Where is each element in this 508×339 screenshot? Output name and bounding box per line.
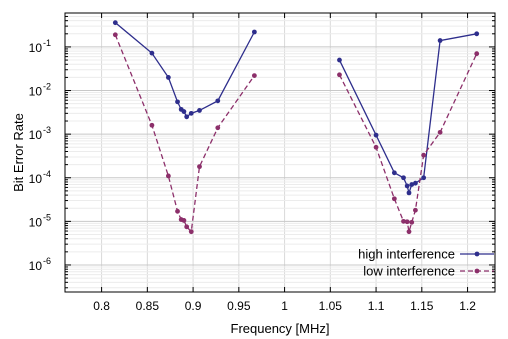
plot-frame xyxy=(64,12,496,293)
legend-item: low interference xyxy=(363,264,494,279)
data-point xyxy=(401,218,406,224)
grid xyxy=(65,13,495,292)
data-point xyxy=(437,38,443,43)
y-tick-exponent: -4 xyxy=(43,169,51,179)
data-point xyxy=(184,114,190,120)
y-tick-label: 10 xyxy=(29,215,43,229)
x-tick-label: 1.2 xyxy=(459,299,476,313)
y-tick-label: 10 xyxy=(29,259,43,273)
data-point xyxy=(409,182,415,187)
y-axis-title: Bit Error Rate xyxy=(11,113,26,192)
x-tick-label: 0.9 xyxy=(185,299,202,313)
data-point xyxy=(149,122,155,128)
axis-ticks: 0.8 0.85 0.9 0.95 1 1.05 1.1 1.15 1.210 -110 -210-… xyxy=(29,13,495,313)
legend: high interference low interference xyxy=(358,247,494,279)
y-tick-label: 10 xyxy=(29,128,43,142)
x-tick-label: 1 xyxy=(281,299,288,313)
data-point xyxy=(474,51,480,57)
y-tick-exponent: -2 xyxy=(43,82,51,92)
data-point xyxy=(215,98,221,104)
data-point xyxy=(391,196,397,202)
legend-swatch-marker xyxy=(474,251,480,257)
data-point xyxy=(181,109,187,114)
data-point xyxy=(215,125,221,131)
legend-label: high interference xyxy=(358,247,455,262)
legend-swatch-marker xyxy=(474,268,480,274)
x-tick-label: 1.1 xyxy=(368,299,385,313)
data-point xyxy=(184,224,190,230)
data-point xyxy=(197,164,202,170)
series-low-interference xyxy=(112,32,480,235)
data-point xyxy=(409,219,415,225)
series-line xyxy=(338,53,478,232)
data-point xyxy=(404,219,410,225)
x-tick-label: 1.05 xyxy=(319,299,343,313)
y-tick-exponent: -6 xyxy=(43,256,51,266)
data-point xyxy=(251,29,257,35)
data-point xyxy=(421,175,427,181)
data-point xyxy=(391,170,397,176)
data-point xyxy=(188,229,194,235)
data-point xyxy=(149,50,155,56)
data-point xyxy=(165,75,171,80)
x-tick-label: 0.8 xyxy=(93,299,110,313)
data-point xyxy=(413,180,418,186)
data-point xyxy=(337,57,342,63)
legend-label: low interference xyxy=(363,264,455,279)
x-tick-label: 1.15 xyxy=(410,299,434,313)
x-axis-title: Frequency [MHz] xyxy=(231,321,330,336)
y-tick-exponent: -1 xyxy=(43,38,51,48)
data-point xyxy=(337,72,342,78)
y-tick-label: 10 xyxy=(29,85,43,99)
data-point xyxy=(165,173,171,179)
y-tick-label: 10 xyxy=(29,172,43,186)
data-point xyxy=(406,229,412,235)
data-point xyxy=(188,110,194,116)
data-point xyxy=(421,152,427,158)
data-point xyxy=(404,183,410,189)
x-tick-label: 0.85 xyxy=(136,299,160,313)
data-point xyxy=(406,190,412,196)
data-point xyxy=(251,73,257,79)
y-tick-label: 10 xyxy=(29,41,43,55)
data-point xyxy=(112,20,118,26)
y-tick-exponent: -5 xyxy=(43,212,51,222)
data-point xyxy=(401,175,406,181)
data-point xyxy=(373,132,379,138)
series-line xyxy=(114,34,255,234)
x-tick-label: 0.95 xyxy=(227,299,251,313)
data-point xyxy=(474,31,480,37)
series-lines xyxy=(112,20,480,235)
data-point xyxy=(413,207,418,213)
series-high-interference xyxy=(112,20,480,196)
y-tick-exponent: -3 xyxy=(43,125,51,135)
data-point xyxy=(181,218,187,223)
data-point xyxy=(175,208,180,214)
data-point xyxy=(373,144,379,150)
data-point xyxy=(437,129,443,135)
legend-item: high interference xyxy=(358,247,494,262)
data-point xyxy=(112,32,118,38)
data-point xyxy=(175,99,180,105)
data-point xyxy=(197,108,202,113)
